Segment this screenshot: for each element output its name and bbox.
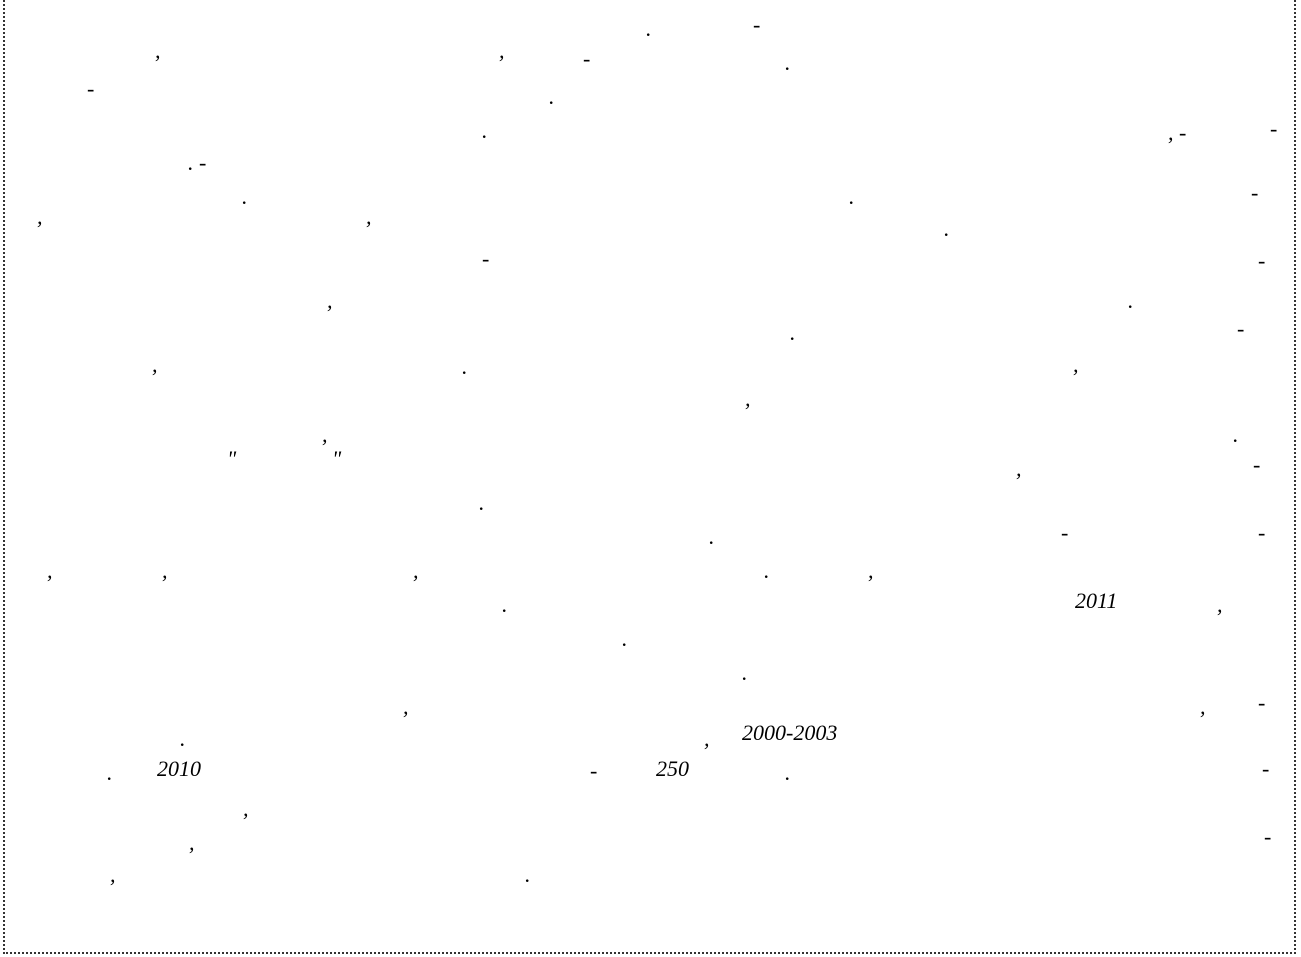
punctuation-mark: , — [37, 204, 43, 229]
punctuation-mark: . — [180, 726, 186, 751]
punctuation-mark: , — [499, 38, 505, 63]
punctuation-mark: . — [646, 16, 652, 41]
punctuation-mark: - — [1258, 690, 1266, 715]
punctuation-mark: , — [155, 38, 161, 63]
punctuation-mark: - — [1258, 520, 1266, 545]
punctuation-mark: . — [944, 216, 950, 241]
punctuation-mark: - — [753, 12, 761, 37]
page-border — [3, 0, 1296, 954]
punctuation-mark: , — [47, 558, 53, 583]
quotation-mark: " — [332, 446, 342, 471]
punctuation-mark: , — [366, 204, 372, 229]
punctuation-mark: . — [242, 184, 248, 209]
punctuation-mark: , — [413, 558, 419, 583]
punctuation-mark: . — [790, 320, 796, 345]
punctuation-mark: . — [525, 862, 531, 887]
punctuation-mark: . — [107, 760, 113, 785]
punctuation-mark: . — [479, 490, 485, 515]
punctuation-mark: . - — [188, 150, 207, 175]
punctuation-mark: , — [327, 288, 333, 313]
punctuation-mark: . — [549, 84, 555, 109]
punctuation-mark: - — [1251, 180, 1259, 205]
punctuation-mark: , — [745, 386, 751, 411]
quotation-mark: " — [227, 446, 237, 471]
punctuation-mark: - — [1270, 116, 1278, 141]
punctuation-mark: . — [502, 592, 508, 617]
punctuation-mark: - — [1237, 316, 1245, 341]
punctuation-mark: , — [322, 422, 328, 447]
punctuation-mark: , — [189, 830, 195, 855]
punctuation-mark: - — [590, 758, 598, 783]
punctuation-mark: . — [1233, 422, 1239, 447]
punctuation-mark: , - — [1168, 120, 1187, 145]
punctuation-mark: , — [152, 352, 158, 377]
punctuation-mark: . — [709, 524, 715, 549]
punctuation-mark: , — [162, 558, 168, 583]
punctuation-mark: . — [764, 558, 770, 583]
punctuation-mark: - — [482, 246, 490, 271]
punctuation-mark: . — [742, 660, 748, 685]
punctuation-mark: - — [583, 46, 591, 71]
punctuation-mark: . — [785, 50, 791, 75]
punctuation-mark: , — [1217, 592, 1223, 617]
punctuation-mark: , — [1016, 456, 1022, 481]
punctuation-mark: - — [1258, 248, 1266, 273]
punctuation-mark: . — [785, 760, 791, 785]
punctuation-mark: . — [622, 626, 628, 651]
punctuation-mark: , — [1200, 694, 1206, 719]
punctuation-mark: , — [1073, 352, 1079, 377]
punctuation-mark: . — [482, 118, 488, 143]
punctuation-mark: , — [868, 558, 874, 583]
punctuation-mark: . — [462, 354, 468, 379]
punctuation-mark: , — [243, 796, 249, 821]
punctuation-mark: - — [1264, 824, 1272, 849]
punctuation-mark: - — [1262, 756, 1270, 781]
punctuation-mark: . — [849, 184, 855, 209]
punctuation-mark: - — [87, 76, 95, 101]
year-number: 2011 — [1075, 588, 1118, 613]
punctuation-mark: , — [110, 862, 116, 887]
punctuation-mark: . — [1128, 288, 1134, 313]
punctuation-mark: - — [1061, 520, 1069, 545]
punctuation-mark: , — [704, 726, 710, 751]
punctuation-mark: , — [403, 694, 409, 719]
count-number: 250 — [656, 756, 689, 781]
punctuation-mark: - — [1253, 452, 1261, 477]
year-number: 2010 — [157, 756, 201, 781]
year-range: 2000-2003 — [742, 720, 838, 745]
